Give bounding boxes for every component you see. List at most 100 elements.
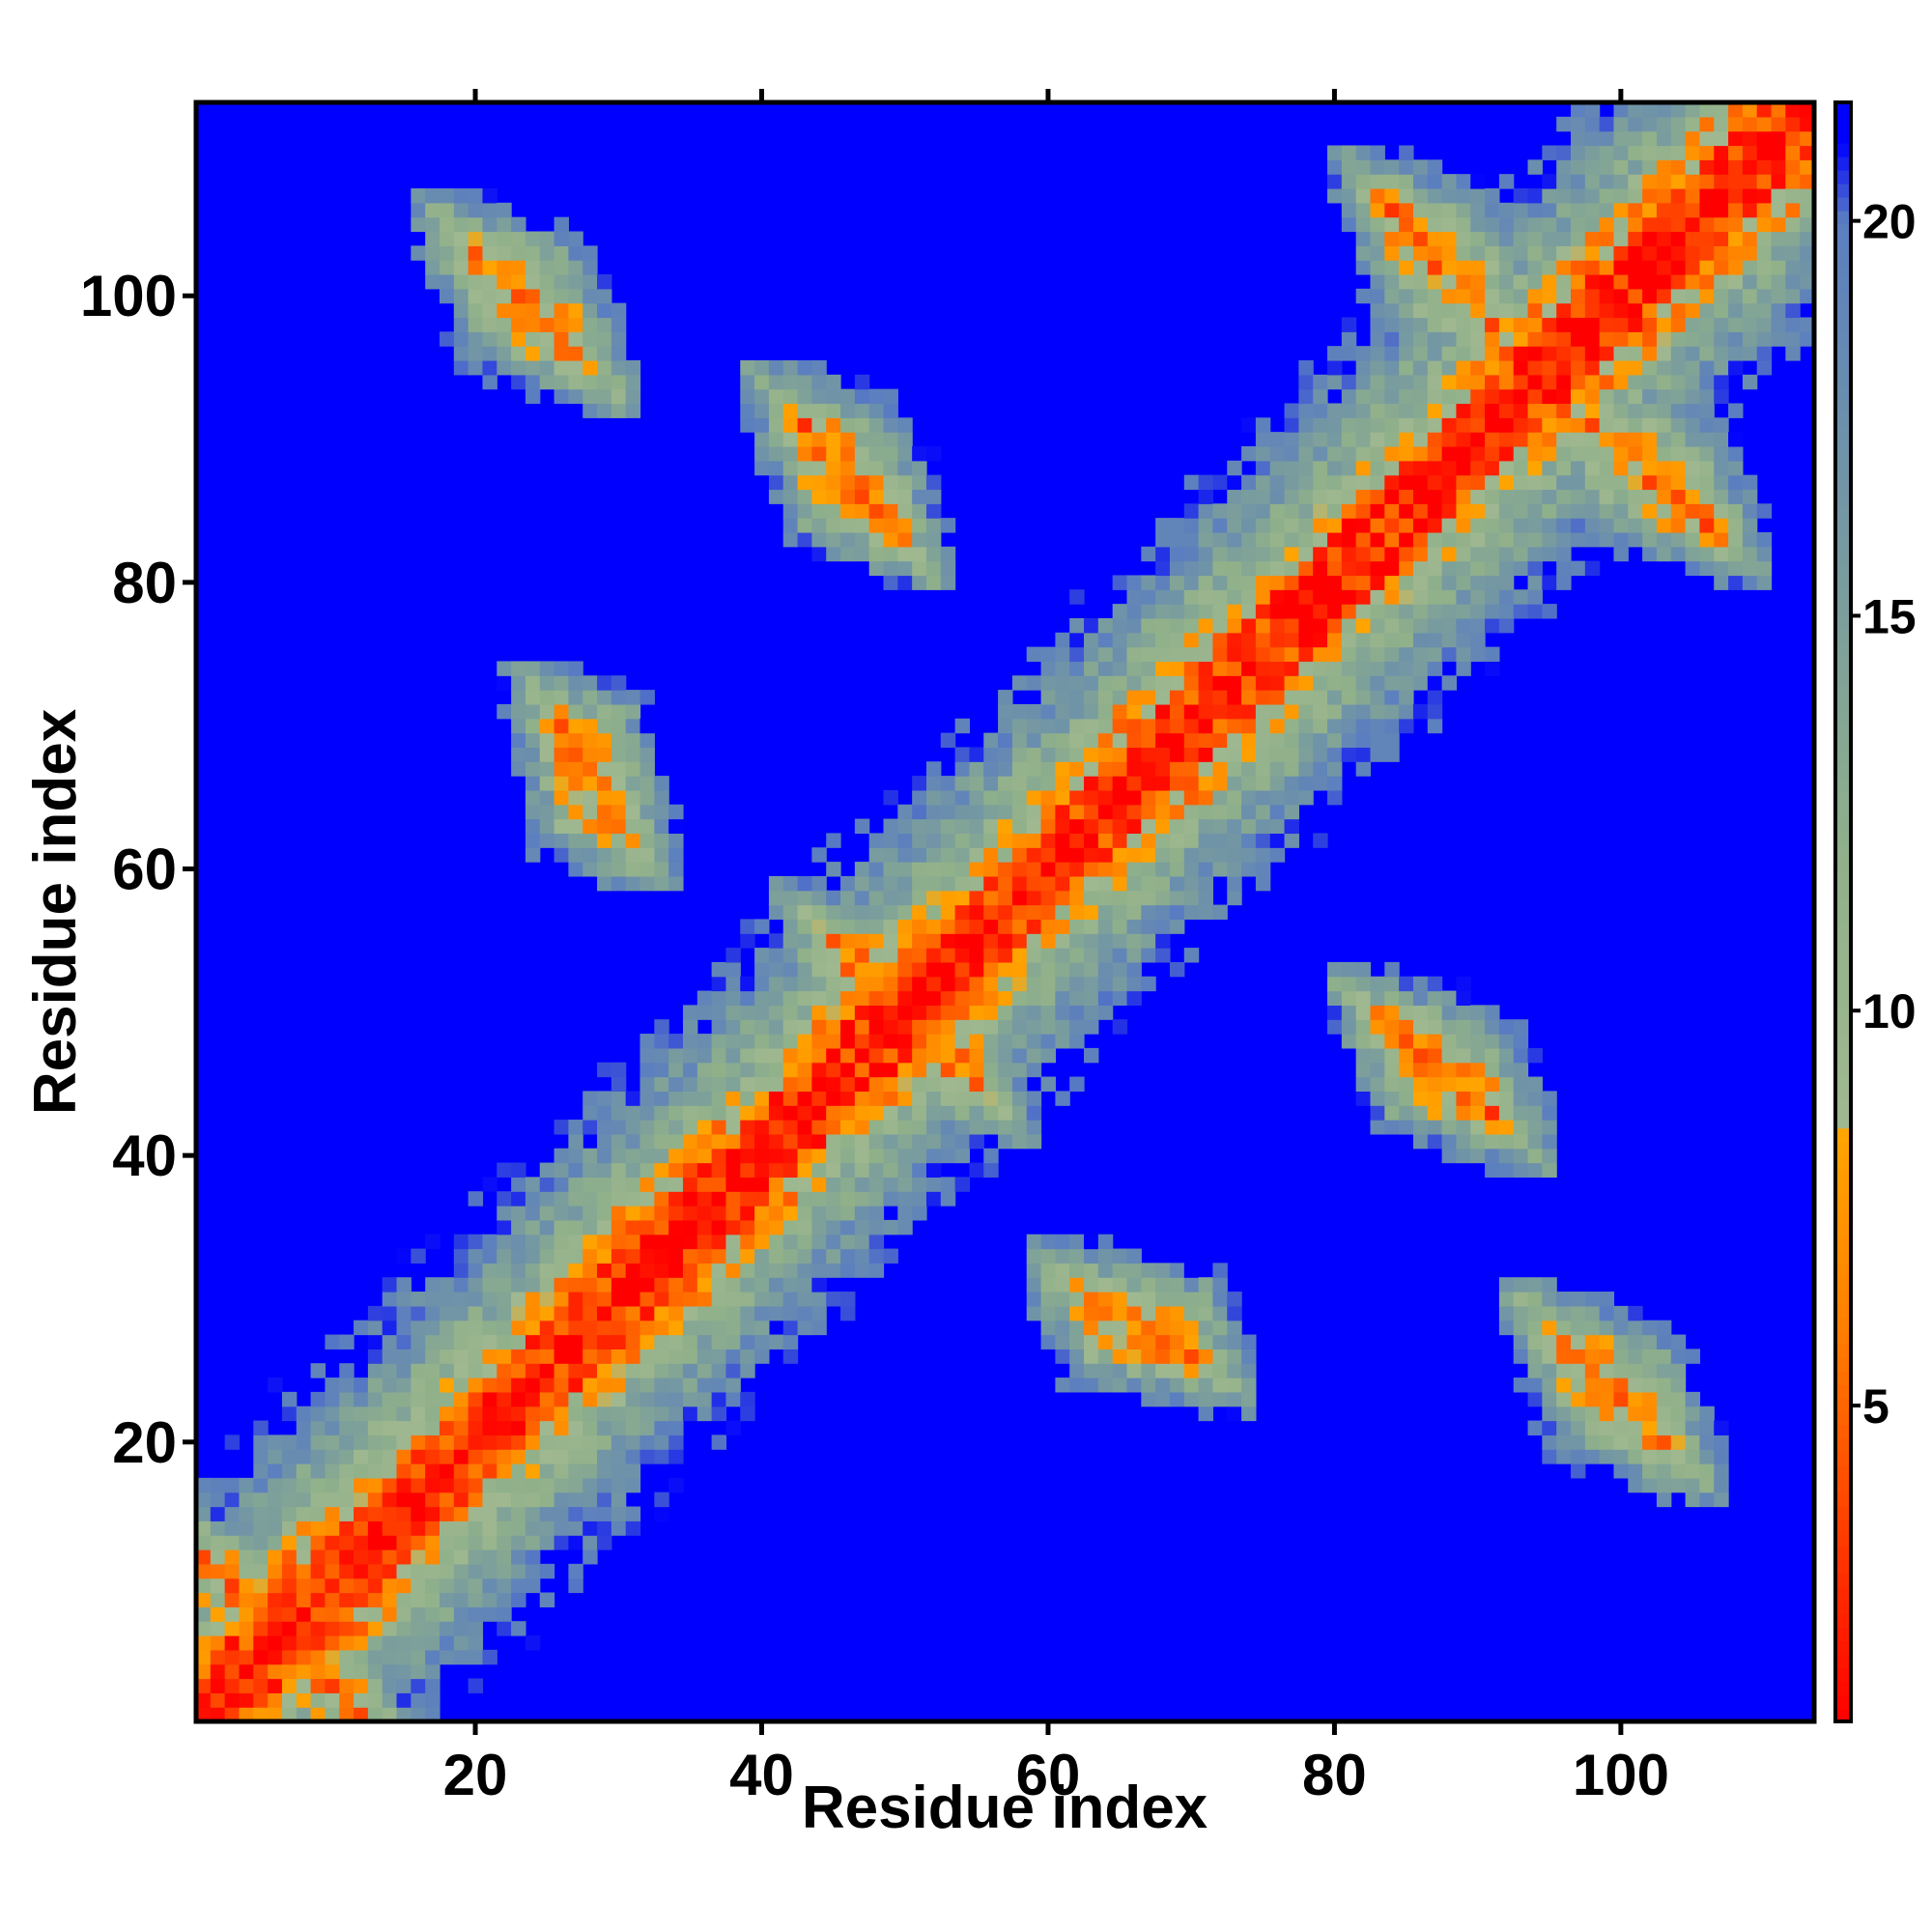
heatmap-cell (954, 976, 971, 992)
heatmap-cell (868, 1219, 885, 1236)
heatmap-cell (1055, 1091, 1070, 1106)
heatmap-cell (1771, 216, 1786, 233)
heatmap-cell (497, 245, 512, 261)
heatmap-cell (411, 1520, 426, 1536)
heatmap-cell (1141, 1391, 1156, 1407)
heatmap-cell (897, 1120, 913, 1135)
heatmap-cell (224, 1606, 241, 1622)
heatmap-cell (497, 1206, 512, 1221)
heatmap-cell (1183, 503, 1200, 519)
heatmap-cell (310, 1391, 326, 1407)
heatmap-cell (1584, 174, 1601, 189)
heatmap-cell (1441, 1105, 1458, 1121)
heatmap-cell (754, 1047, 770, 1064)
heatmap-cell (525, 761, 541, 777)
heatmap-cell (196, 1635, 212, 1651)
heatmap-cell (797, 474, 812, 491)
heatmap-cell (1241, 646, 1257, 663)
heatmap-cell (1599, 489, 1615, 504)
heatmap-cell (1298, 403, 1314, 418)
heatmap-cell (1670, 1349, 1687, 1364)
heatmap-cell (1370, 331, 1385, 347)
heatmap-cell (453, 1549, 469, 1565)
heatmap-cell (1212, 675, 1228, 691)
heatmap-cell (1470, 1019, 1486, 1035)
heatmap-cell (754, 1177, 770, 1192)
heatmap-cell (725, 976, 741, 992)
heatmap-cell (1513, 1292, 1529, 1307)
heatmap-cell (639, 732, 655, 749)
heatmap-cell (1126, 961, 1142, 978)
heatmap-cell (711, 1320, 727, 1336)
colorbar-segment (1835, 547, 1851, 562)
heatmap-cell (1656, 317, 1672, 332)
heatmap-cell (754, 1148, 770, 1164)
heatmap-cell (539, 776, 555, 791)
heatmap-cell (940, 1062, 956, 1078)
heatmap-cell (1599, 1391, 1615, 1407)
heatmap-cell (1040, 804, 1056, 820)
heatmap-cell (654, 1019, 669, 1035)
heatmap-cell (668, 1277, 684, 1293)
heatmap-cell (411, 1635, 426, 1651)
heatmap-cell (1628, 1477, 1643, 1493)
heatmap-cell (1155, 518, 1171, 533)
heatmap-cell (482, 1263, 497, 1278)
heatmap-cell (1370, 1076, 1385, 1092)
heatmap-cell (1284, 789, 1299, 806)
colorbar-segment (1835, 682, 1851, 697)
heatmap-cell (969, 890, 984, 906)
heatmap-cell (1670, 432, 1687, 447)
heatmap-cell (969, 1091, 984, 1106)
heatmap-cell (382, 1349, 398, 1364)
heatmap-cell (811, 1320, 827, 1336)
heatmap-cell (811, 1062, 827, 1078)
heatmap-cell (826, 1248, 841, 1264)
heatmap-cell (797, 948, 812, 963)
plot-frame (193, 99, 1817, 1724)
heatmap-cell (310, 1563, 326, 1579)
heatmap-cell (1527, 216, 1543, 233)
heatmap-cell (253, 1649, 269, 1665)
heatmap-cell (1456, 388, 1471, 405)
heatmap-cell (468, 1320, 484, 1336)
heatmap-cell (1412, 646, 1429, 663)
heatmap-cell (497, 1406, 512, 1422)
heatmap-cell (568, 331, 583, 347)
heatmap-cell (868, 1191, 885, 1207)
heatmap-cell (310, 1506, 326, 1521)
heatmap-cell (539, 1592, 555, 1607)
heatmap-cell (1399, 661, 1414, 676)
heatmap-cell (1255, 675, 1271, 691)
heatmap-cell (668, 804, 684, 820)
heatmap-cell (1011, 776, 1028, 791)
heatmap-cell (1040, 1019, 1056, 1035)
heatmap-cell (411, 1320, 426, 1336)
heatmap-cell (1384, 216, 1400, 233)
heatmap-cell (611, 1520, 627, 1536)
heatmap-cell (969, 1076, 984, 1092)
heatmap-cell (1771, 174, 1786, 189)
heatmap-cell (453, 302, 469, 319)
heatmap-cell (768, 1191, 784, 1207)
heatmap-cell (854, 1177, 870, 1192)
heatmap-cell (668, 1091, 684, 1106)
heatmap-cell (768, 489, 784, 504)
heatmap-cell (1556, 460, 1572, 476)
heatmap-cell (597, 1248, 612, 1264)
heatmap-cell (453, 1363, 469, 1378)
heatmap-cell (1327, 604, 1343, 619)
heatmap-cell (1255, 445, 1271, 462)
heatmap-cell (826, 460, 841, 476)
heatmap-cell (367, 1692, 384, 1708)
heatmap-cell (1771, 245, 1786, 261)
heatmap-cell (639, 1062, 655, 1078)
heatmap-cell (1670, 202, 1687, 218)
heatmap-cell (1040, 1305, 1056, 1321)
heatmap-cell (1384, 159, 1400, 175)
heatmap-cell (439, 216, 455, 233)
heatmap-cell (1069, 1248, 1085, 1264)
heatmap-cell (1441, 604, 1458, 619)
heatmap-cell (696, 1034, 713, 1049)
heatmap-cell (482, 273, 497, 290)
